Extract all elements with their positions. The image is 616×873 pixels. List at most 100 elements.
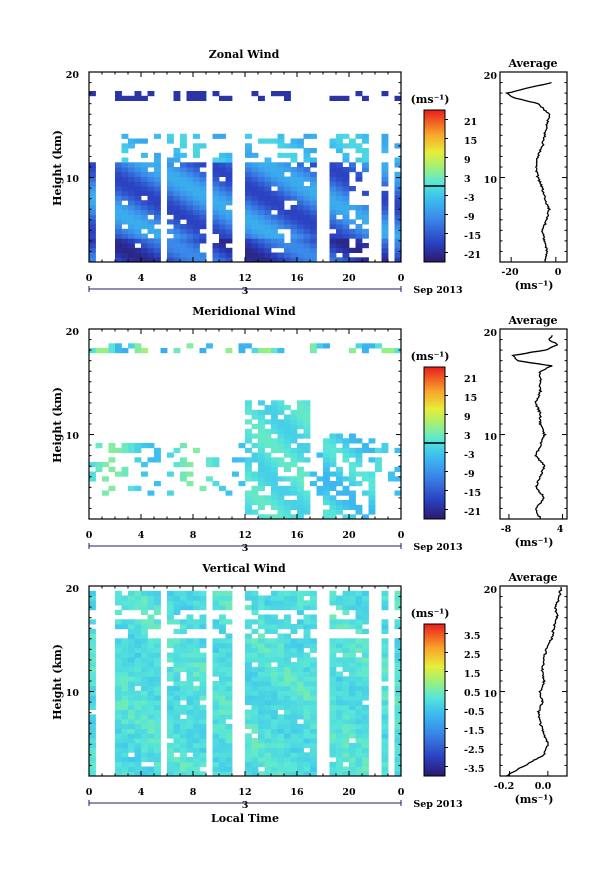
heatmap-cell bbox=[251, 91, 259, 97]
heatmap-cell bbox=[186, 167, 194, 173]
heatmap-cell bbox=[310, 709, 317, 715]
heatmap-cell bbox=[277, 205, 285, 211]
heatmap-cell bbox=[180, 733, 187, 739]
heatmap-cell bbox=[128, 704, 135, 710]
heatmap-cell bbox=[355, 214, 363, 220]
heatmap-cell bbox=[245, 509, 252, 515]
average-title: Average bbox=[507, 571, 557, 584]
heatmap-cell bbox=[271, 405, 278, 411]
heatmap-cell bbox=[277, 348, 285, 354]
heatmap-cell bbox=[329, 619, 337, 625]
heatmap-cell bbox=[154, 671, 161, 677]
heatmap-cell bbox=[212, 162, 220, 168]
heatmap-cell bbox=[167, 238, 174, 244]
heatmap-cell bbox=[167, 243, 174, 249]
heatmap-cell bbox=[134, 624, 142, 630]
heatmap-cell bbox=[121, 243, 129, 249]
heatmap-cell bbox=[297, 190, 304, 196]
heatmap-cell bbox=[147, 171, 155, 177]
heatmap-cell bbox=[193, 176, 200, 182]
heatmap-cell bbox=[336, 595, 343, 601]
heatmap-cell bbox=[342, 685, 350, 691]
heatmap-cell bbox=[186, 671, 194, 677]
heatmap-cell bbox=[277, 428, 285, 434]
heatmap-cell bbox=[303, 766, 311, 772]
heatmap-cell bbox=[245, 662, 252, 668]
heatmap-cell bbox=[290, 671, 298, 677]
heatmap-cell bbox=[186, 681, 194, 687]
date-marker: 3 bbox=[242, 800, 249, 811]
heatmap-cell bbox=[134, 595, 142, 601]
heatmap-cell bbox=[212, 681, 220, 687]
heatmap-cell bbox=[264, 195, 272, 201]
heatmap-cell bbox=[277, 638, 285, 644]
heatmap-cell bbox=[362, 133, 369, 139]
heatmap-cell bbox=[368, 447, 376, 453]
heatmap-cell bbox=[310, 624, 317, 630]
heatmap-cell bbox=[375, 462, 382, 468]
heatmap-cell bbox=[167, 700, 174, 706]
heatmap-cell bbox=[290, 457, 298, 463]
heatmap-cell bbox=[297, 138, 304, 144]
heatmap-cell bbox=[258, 761, 265, 767]
heatmap-cell bbox=[89, 657, 96, 663]
heatmap-cell bbox=[134, 752, 142, 758]
heatmap-cell bbox=[342, 190, 350, 196]
heatmap-cell bbox=[258, 504, 265, 510]
heatmap-cell bbox=[186, 228, 194, 234]
heatmap-cell bbox=[245, 186, 252, 192]
heatmap-cell bbox=[199, 761, 207, 767]
heatmap-cell bbox=[323, 462, 330, 468]
heatmap-cell bbox=[115, 704, 122, 710]
heatmap-cell bbox=[381, 600, 389, 606]
colorbar-tick: 9 bbox=[464, 155, 471, 166]
heatmap-cell bbox=[154, 447, 161, 453]
heatmap-cell bbox=[284, 657, 291, 663]
heatmap-cell bbox=[290, 500, 298, 506]
heatmap-cell bbox=[173, 671, 181, 677]
heatmap-cell bbox=[394, 709, 402, 715]
heatmap-cell bbox=[245, 247, 252, 253]
heatmap-cell bbox=[375, 343, 382, 349]
heatmap-cell bbox=[245, 695, 252, 701]
heatmap-cell bbox=[212, 595, 220, 601]
heatmap-cell bbox=[89, 176, 96, 182]
heatmap-cell bbox=[303, 186, 311, 192]
heatmap-cell bbox=[212, 647, 220, 653]
heatmap-cell bbox=[89, 719, 96, 725]
heatmap-cell bbox=[141, 619, 148, 625]
heatmap-cell bbox=[121, 624, 129, 630]
heatmap-cell bbox=[219, 671, 226, 677]
heatmap-cell bbox=[264, 481, 272, 487]
heatmap-cell bbox=[362, 157, 369, 163]
heatmap-cell bbox=[212, 252, 220, 258]
heatmap-cell bbox=[394, 690, 402, 696]
heatmap-cell bbox=[134, 209, 142, 215]
heatmap-cell bbox=[349, 605, 356, 611]
heatmap-cell bbox=[342, 252, 350, 258]
heatmap-cell bbox=[199, 747, 207, 753]
heatmap-cell bbox=[362, 719, 369, 725]
heatmap-cell bbox=[258, 252, 265, 258]
heatmap-cell bbox=[121, 714, 129, 720]
heatmap-cell bbox=[147, 219, 155, 225]
heatmap-cell bbox=[355, 733, 363, 739]
heatmap-cell bbox=[394, 490, 402, 496]
heatmap-cell bbox=[212, 643, 220, 649]
heatmap-cell bbox=[336, 747, 343, 753]
heatmap-cell bbox=[173, 205, 181, 211]
heatmap-cell bbox=[323, 490, 330, 496]
heatmap-cell bbox=[342, 171, 350, 177]
heatmap-cell bbox=[277, 171, 285, 177]
heatmap-cell bbox=[258, 466, 265, 472]
heatmap-cell bbox=[212, 733, 220, 739]
heatmap-cell bbox=[245, 666, 252, 672]
heatmap-cell bbox=[186, 171, 194, 177]
colorbar-tick: -21 bbox=[464, 250, 481, 261]
heatmap-cell bbox=[199, 614, 207, 620]
heatmap-cell bbox=[186, 728, 194, 734]
average-title: Average bbox=[507, 314, 557, 327]
heatmap-cell bbox=[141, 757, 148, 763]
heatmap-cell bbox=[212, 652, 220, 658]
heatmap-cell bbox=[167, 205, 174, 211]
